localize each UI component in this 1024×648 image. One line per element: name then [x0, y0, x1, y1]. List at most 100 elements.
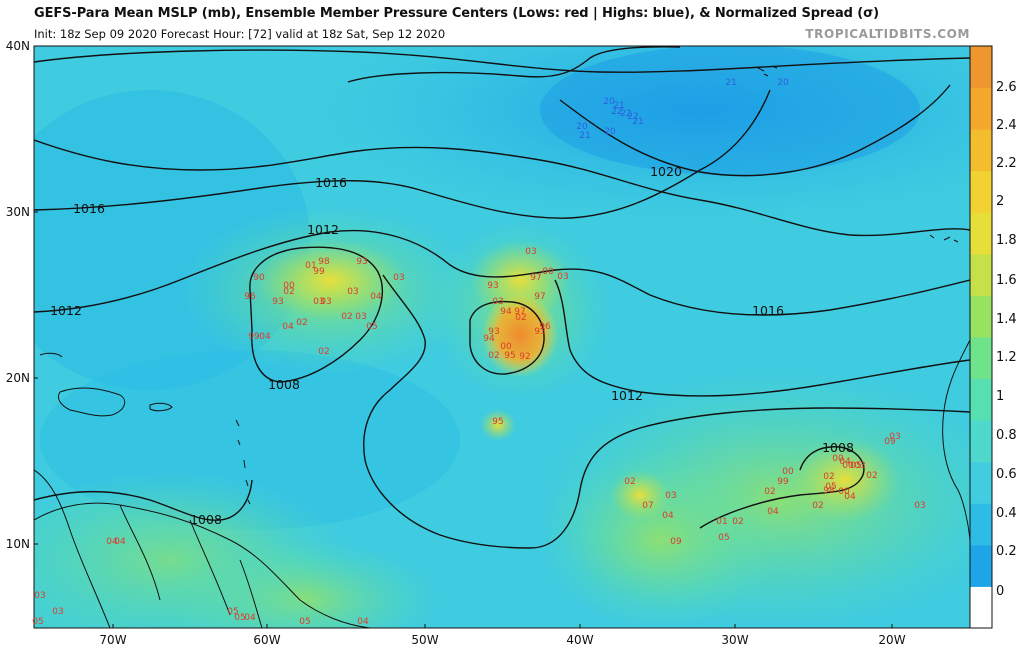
low-center-label: 97 — [514, 307, 525, 317]
low-center-label: 02 — [866, 471, 877, 481]
colorbar-tick-label: 0.4 — [996, 506, 1017, 521]
low-center-label: 05 — [227, 607, 238, 617]
low-center-label: 02 — [732, 517, 743, 527]
low-center-label: 04 — [839, 457, 851, 467]
low-center-label: 02 — [515, 313, 526, 323]
colorbar-tick-label: 2.2 — [996, 156, 1017, 171]
low-center-label: 03 — [320, 297, 331, 307]
low-center-label: 03 — [393, 273, 404, 283]
high-center-label: 22 — [627, 112, 638, 122]
low-center-label: 03 — [52, 607, 63, 617]
low-center-label: 03 — [889, 432, 900, 442]
low-center-label: 00 — [782, 467, 794, 477]
colorbar-tick-labels: 2.6 2.4 2.2 2 1.8 1.6 1.4 1.2 1 0.8 0.6 0.4 0.2 0 — [996, 80, 1017, 599]
low-center-label: 04 — [767, 507, 779, 517]
site-watermark: TROPICALTIDBITS.COM — [805, 27, 970, 41]
high-center-label: 21 — [725, 78, 736, 88]
low-center-label: 93 — [487, 281, 498, 291]
low-center-label: 03 — [525, 247, 536, 257]
colorbar-segment — [970, 461, 992, 504]
low-center-label: 05 — [234, 613, 245, 623]
low-center-label: 05 — [299, 617, 310, 627]
longitude-label: 20W — [878, 633, 905, 647]
low-center-label: 03 — [665, 491, 676, 501]
high-center-label: 22 — [620, 109, 631, 119]
low-center-label: 01 — [305, 261, 316, 271]
low-center-label: 09 — [884, 437, 896, 447]
colorbar-segment — [970, 295, 992, 338]
colorbar-tick-label: 1.2 — [996, 350, 1017, 365]
low-center-label: 03 — [914, 501, 925, 511]
low-center-label: 03 — [34, 591, 45, 601]
longitude-labels: 70W 60W 50W 40W 30W 20W — [99, 624, 906, 647]
spread-colorbar — [969, 45, 993, 629]
low-center-label: 97 — [530, 273, 541, 283]
low-center-label: 07 — [642, 501, 653, 511]
low-center-label: 03 — [492, 297, 503, 307]
low-center-label: 00 — [832, 454, 844, 464]
colorbar-tick-label: 0.6 — [996, 467, 1017, 482]
latitude-label: 30N — [6, 205, 30, 219]
isobar-label: 1016 — [73, 201, 105, 216]
low-center-label: 98 — [823, 486, 835, 496]
colorbar-tick-label: 2.4 — [996, 118, 1017, 133]
low-center-label: 02 — [812, 501, 823, 511]
low-center-label: 03 — [557, 272, 568, 282]
low-center-label: 98 — [318, 257, 330, 267]
low-center-label: 04 — [114, 537, 126, 547]
colorbar-segment — [970, 129, 992, 172]
low-center-label: 04 — [259, 332, 271, 342]
low-center-label: 04 — [244, 613, 256, 623]
longitude-label: 60W — [253, 633, 280, 647]
low-center-label: 05 — [718, 533, 729, 543]
low-center-label: 93 — [488, 327, 499, 337]
isobar-label: 1012 — [307, 222, 339, 237]
isobar-label: 1012 — [611, 388, 643, 403]
low-center-label: 02 — [764, 487, 775, 497]
isobar-label: 1016 — [752, 303, 784, 318]
colorbar-tick-label: 0 — [996, 584, 1004, 599]
low-center-label: 05 — [32, 617, 43, 627]
low-center-label: 09 — [670, 537, 682, 547]
low-center-label: 93 — [534, 327, 545, 337]
colorbar-segment — [970, 170, 992, 213]
low-center-label: 95 — [492, 417, 503, 427]
low-center-label: 05 — [825, 482, 836, 492]
low-center-label: 00 — [542, 267, 554, 277]
low-center-label: 04 — [282, 322, 294, 332]
colorbar-segment — [970, 503, 992, 546]
low-center-label: 95 — [504, 351, 515, 361]
low-center-label: 94 — [483, 334, 495, 344]
isobar-label: 1020 — [650, 164, 682, 179]
isobar-label: 1008 — [822, 440, 854, 455]
high-center-label: 20 — [604, 127, 616, 137]
latitude-label: 20N — [6, 371, 30, 385]
colorbar-segment — [970, 253, 992, 296]
colorbar-tick-label: 2.6 — [996, 80, 1017, 95]
low-center-label: 04 — [662, 511, 674, 521]
colorbar-tick-label: 0.2 — [996, 544, 1017, 559]
high-center-label: 21 — [632, 117, 643, 127]
map-title: GEFS-Para Mean MSLP (mb), Ensemble Membe… — [34, 6, 879, 21]
low-center-label: 00 — [283, 281, 295, 291]
high-center-label: 20 — [777, 78, 789, 88]
colorbar-tick-label: 1.8 — [996, 233, 1017, 248]
longitude-label: 50W — [411, 633, 438, 647]
colorbar-frame — [969, 45, 993, 629]
low-center-label: 94 — [500, 307, 512, 317]
colorbar-segment — [970, 212, 992, 255]
isobar-label: 1008 — [268, 377, 300, 392]
low-center-label: 92 — [519, 352, 530, 362]
low-center-label: 93 — [356, 257, 367, 267]
high-center-label: 20 — [576, 122, 588, 132]
low-center-label: 04 — [357, 617, 369, 627]
low-center-label: 02 — [823, 472, 834, 482]
colorbar-tick-label: 2 — [996, 194, 1004, 209]
low-center-label: 03 — [355, 312, 366, 322]
low-center-label: 05 — [366, 322, 377, 332]
low-center-label: 02 — [488, 351, 499, 361]
isobar-label: 1016 — [315, 175, 347, 190]
colorbar-segment — [970, 378, 992, 421]
